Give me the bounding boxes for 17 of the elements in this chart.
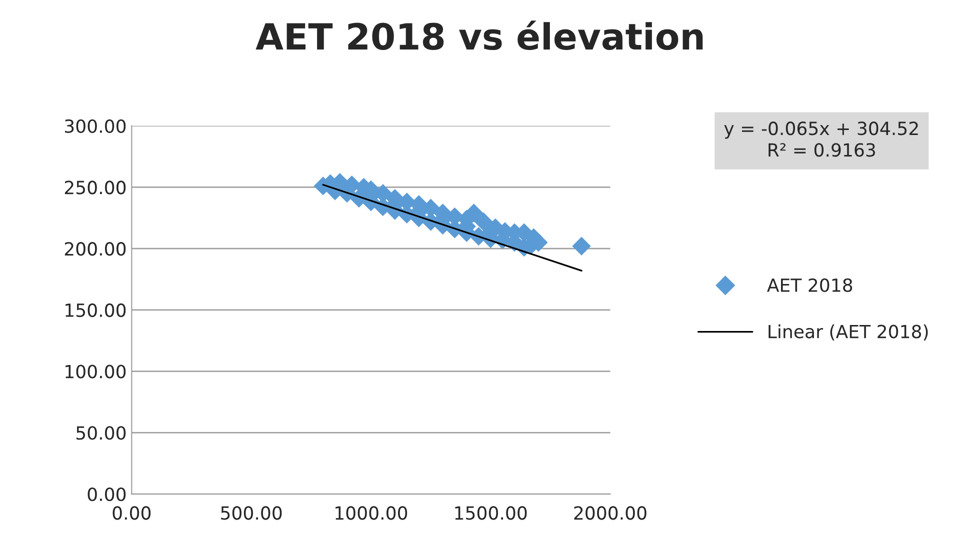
x-tick-label: 1000.00	[336, 506, 408, 520]
legend-label: Linear (AET 2018)	[768, 324, 928, 340]
x-tick-label: 2000.00	[574, 506, 646, 520]
y-tick-label: 50.00	[76, 426, 126, 440]
y-tick-label: 100.00	[66, 364, 126, 378]
x-tick-label: 1500.00	[455, 506, 527, 520]
x-tick-label: 500.00	[221, 506, 282, 520]
y-tick-label: 0.00	[88, 488, 126, 502]
x-tick-label: 0.00	[112, 506, 151, 520]
chart-title: AET 2018 vs élevation	[256, 20, 703, 50]
legend-label: AET 2018	[767, 278, 852, 292]
y-tick-label: 300.00	[64, 119, 126, 133]
y-tick-label: 150.00	[66, 303, 126, 318]
y-tick-label: 250.00	[64, 180, 126, 194]
text: y = -0.065x + 304.52	[724, 122, 918, 139]
text: R² = 0.9163	[768, 143, 875, 157]
y-tick-label: 200.00	[64, 242, 126, 256]
